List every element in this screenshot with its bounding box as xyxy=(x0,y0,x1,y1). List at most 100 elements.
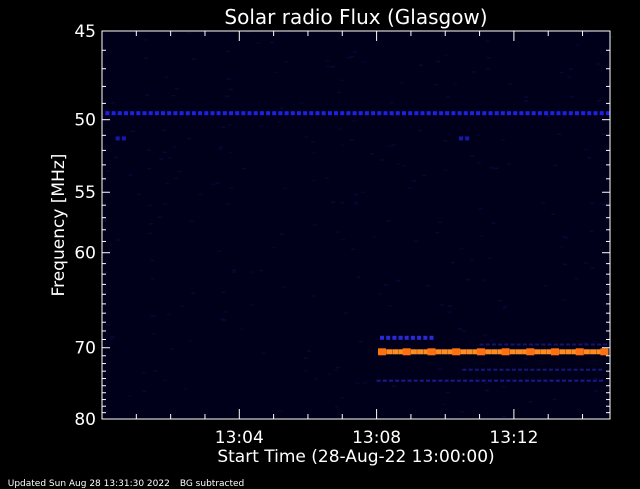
band-segment xyxy=(573,368,578,371)
noise-speck xyxy=(340,396,345,399)
band-segment xyxy=(541,343,546,346)
noise-speck xyxy=(485,40,490,43)
band-peak xyxy=(551,348,559,356)
noise-speck xyxy=(311,295,316,297)
band-segment xyxy=(575,111,579,116)
noise-speck xyxy=(335,231,340,233)
band-segment xyxy=(584,343,589,346)
noise-speck xyxy=(444,54,449,56)
noise-speck xyxy=(326,65,331,68)
band-segment xyxy=(499,368,504,371)
band-segment xyxy=(395,111,400,116)
noise-speck xyxy=(531,344,536,347)
band-segment xyxy=(522,349,529,355)
noise-speck xyxy=(442,403,447,406)
band-peak xyxy=(378,348,386,356)
band-segment xyxy=(516,343,521,346)
noise-speck xyxy=(106,324,111,326)
noise-speck xyxy=(440,304,445,306)
y-axis-label: Frequency [MHz] xyxy=(49,154,69,297)
band-segment xyxy=(586,379,591,382)
band-segment xyxy=(485,349,492,355)
noise-speck xyxy=(340,202,345,204)
noise-speck xyxy=(166,313,171,316)
band-segment xyxy=(290,111,295,116)
footer: Updated Sun Aug 28 13:31:30 2022 BG subtr… xyxy=(2,469,254,489)
noise-speck xyxy=(412,180,416,182)
y-tick-label: 60 xyxy=(74,244,96,264)
noise-speck xyxy=(414,240,418,243)
band-segment xyxy=(537,379,542,382)
noise-speck xyxy=(340,79,345,81)
noise-speck xyxy=(175,88,180,90)
noise-speck xyxy=(388,304,393,307)
band-peak xyxy=(452,348,461,356)
noise-speck xyxy=(597,100,602,102)
noise-speck xyxy=(162,151,167,153)
noise-speck xyxy=(222,319,227,321)
noise-speck xyxy=(109,338,114,340)
noise-speck xyxy=(589,230,594,233)
noise-speck xyxy=(352,120,356,122)
noise-speck xyxy=(470,155,475,157)
noise-speck xyxy=(228,88,233,91)
noise-speck xyxy=(312,179,317,182)
noise-speck xyxy=(524,358,528,360)
band-segment xyxy=(487,379,492,382)
band-segment xyxy=(535,343,540,346)
noise-speck xyxy=(353,201,358,203)
noise-speck xyxy=(479,235,484,238)
band-segment xyxy=(191,111,196,116)
noise-speck xyxy=(304,136,309,138)
band-segment xyxy=(185,111,190,116)
band-segment xyxy=(463,111,468,116)
band-segment xyxy=(561,379,566,382)
y-axis: 45 50 55 60 70 80 xyxy=(74,22,610,430)
band-segment xyxy=(382,379,387,382)
noise-speck xyxy=(354,202,359,205)
band-segment xyxy=(481,379,486,382)
band-segment xyxy=(540,349,547,355)
band-segment xyxy=(470,111,474,116)
noise-speck xyxy=(386,220,391,222)
noise-speck xyxy=(340,144,345,146)
noise-speck xyxy=(278,410,283,412)
band-segment xyxy=(278,111,283,116)
band-segment xyxy=(398,335,403,340)
noise-speck xyxy=(469,259,474,261)
band-segment xyxy=(334,111,338,116)
band-segment xyxy=(516,349,522,355)
band-segment xyxy=(479,343,484,346)
noise-speck xyxy=(228,124,232,126)
band-segment xyxy=(105,111,110,116)
band-segment xyxy=(510,343,515,346)
band-segment xyxy=(142,111,147,116)
noise-speck xyxy=(272,246,277,249)
noise-speck xyxy=(148,232,152,235)
band-segment xyxy=(136,111,141,116)
band-segment xyxy=(555,368,560,371)
noise-speck xyxy=(157,216,162,218)
band-segment xyxy=(561,368,566,371)
noise-speck xyxy=(354,193,359,196)
band-peak xyxy=(575,348,584,356)
noise-speck xyxy=(459,247,464,250)
noise-speck xyxy=(477,162,482,164)
noise-speck xyxy=(325,60,330,62)
noise-speck xyxy=(391,114,396,117)
band-segment xyxy=(488,111,493,116)
band-segment xyxy=(518,379,523,382)
band-segment xyxy=(548,368,553,371)
noise-speck xyxy=(471,71,476,73)
noise-speck xyxy=(143,39,148,41)
band-segment xyxy=(448,349,454,355)
band-peak xyxy=(402,348,411,356)
band-segment xyxy=(432,111,437,116)
band-segment xyxy=(386,335,391,340)
band-segment xyxy=(303,111,308,116)
band-segment xyxy=(598,368,603,371)
band-segment xyxy=(555,379,560,382)
band-segment xyxy=(572,343,577,346)
noise-speck xyxy=(523,96,528,98)
band-segment xyxy=(124,111,128,116)
